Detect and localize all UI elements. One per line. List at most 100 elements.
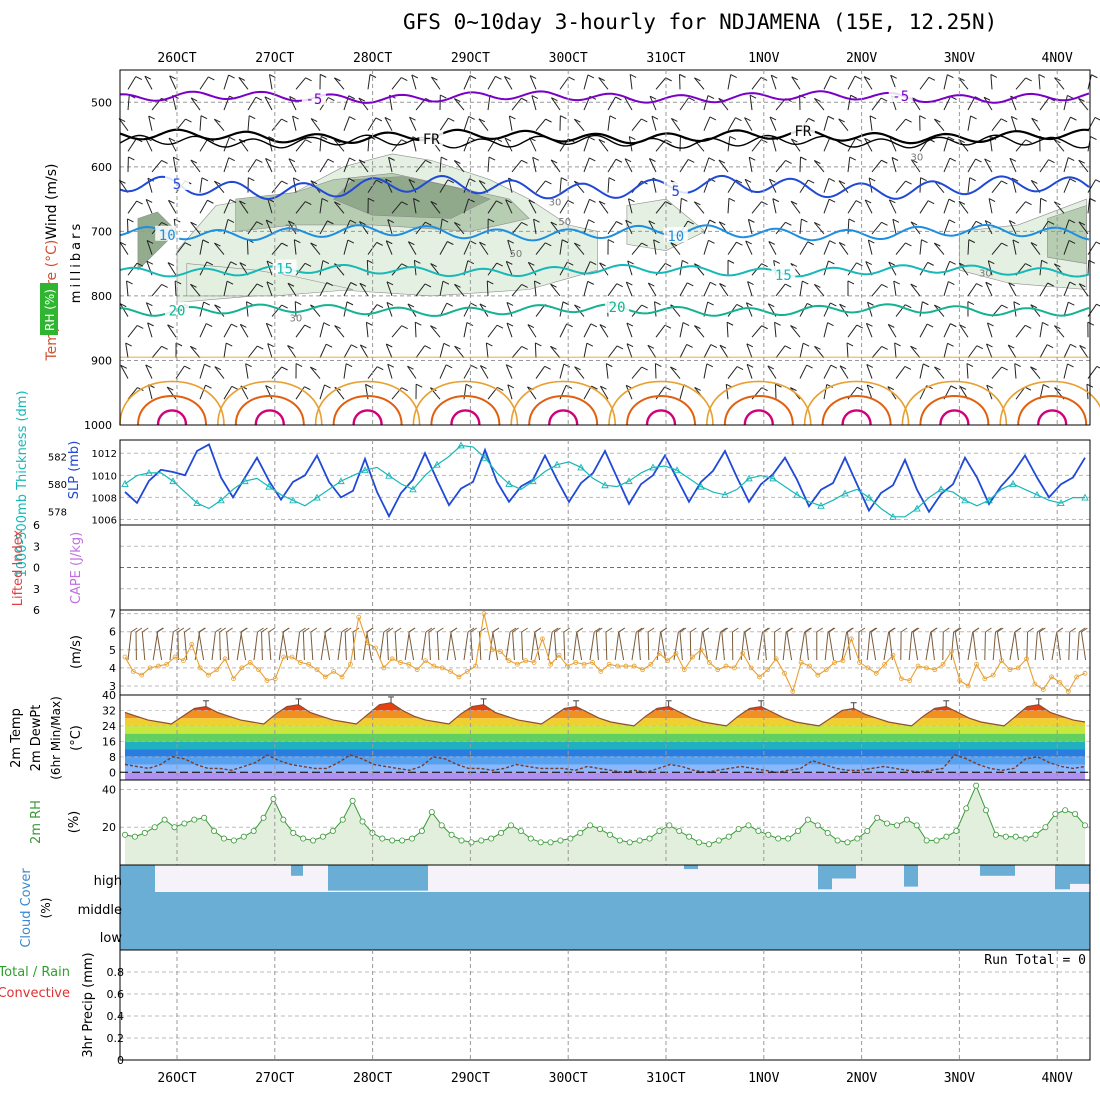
wind-barb <box>168 200 177 214</box>
wind-barb <box>1039 159 1049 173</box>
thickness-point <box>961 496 969 504</box>
wind-barb-10m <box>379 631 385 661</box>
wind-barb-10m <box>337 631 343 661</box>
wind-speed-point <box>1024 656 1029 662</box>
wind-barb-flag <box>161 345 168 350</box>
warm-contour <box>510 380 616 426</box>
wind-barb <box>703 282 711 297</box>
wind-barb-10m-flag <box>593 627 601 633</box>
wind-speed-point <box>706 660 712 665</box>
wind-barb-flag <box>386 343 393 348</box>
wind-speed-point <box>523 658 529 664</box>
wind-barb-flag <box>905 118 912 123</box>
wind-barb-flag <box>401 325 408 330</box>
wind-barb-10m <box>1051 631 1058 661</box>
wind-speed-point <box>598 669 604 674</box>
isotherm-label-bg <box>419 130 444 146</box>
wind-barb-flag <box>790 262 798 267</box>
wind-barb-flag <box>856 324 864 329</box>
wind-speed-point <box>389 656 395 662</box>
wind-barb-flag <box>1078 159 1085 164</box>
wind-barb-flag <box>591 385 598 390</box>
wind-barb-10m <box>782 631 787 661</box>
wind-barb <box>127 95 130 111</box>
wind-barb <box>310 304 321 317</box>
warm-contour <box>548 409 579 426</box>
wind-barb-flag <box>305 139 312 144</box>
wind-barb-10m <box>198 631 205 661</box>
wind-barb-flag <box>545 242 552 247</box>
wind-barb <box>333 77 345 90</box>
wind-barb <box>1013 301 1017 317</box>
wind-barb-flag <box>214 366 222 371</box>
wind-barb <box>199 199 208 214</box>
rh-point <box>359 818 366 825</box>
wind-barb-flag <box>454 283 461 288</box>
wind-barb-flag <box>1009 220 1016 224</box>
rh-point <box>893 822 900 829</box>
rh-point <box>389 837 396 844</box>
date-label-top: 4NOV <box>1042 51 1073 66</box>
wind-barb <box>295 77 306 90</box>
rh-point <box>171 824 178 831</box>
wind-speed-point <box>539 636 545 642</box>
wind-barb <box>919 323 928 338</box>
wind-barb-flag <box>990 73 998 78</box>
wind-barb <box>415 221 426 235</box>
wind-barb-flag <box>948 281 955 286</box>
wind-speed-point <box>832 660 837 665</box>
wind-barb-10m-flag <box>847 627 854 633</box>
wind-barb <box>703 95 709 111</box>
wind-barb-flag <box>168 199 175 204</box>
wind-barb <box>967 283 977 297</box>
wind-barb-flag <box>1069 281 1076 286</box>
wind-barb-10m <box>572 631 578 661</box>
temp-tick-label: 32 <box>102 704 116 717</box>
wind-barb-10m-flag <box>219 627 226 633</box>
wind-speed-point <box>915 663 921 669</box>
wind-barb <box>334 325 345 338</box>
wind-speed-point <box>456 674 462 680</box>
precip-tick-label: 0.4 <box>107 1010 125 1023</box>
wind-barb-flag <box>214 180 221 185</box>
wind-speed-point <box>481 611 487 617</box>
wind-barb <box>1087 179 1097 193</box>
wind-barb <box>223 199 231 214</box>
rh-point <box>765 831 772 838</box>
wind-barb-flag <box>534 280 541 285</box>
wind-barb-flag <box>598 138 606 143</box>
isotherm-label: 15 <box>276 262 293 278</box>
wind-barb-flag <box>687 282 694 287</box>
wind-barb-10m-flag <box>386 627 394 633</box>
cloud-level-label: low <box>100 931 123 946</box>
wind-barb <box>943 219 950 235</box>
wind-barb <box>463 302 472 317</box>
wind-barb <box>1030 366 1041 379</box>
wind-speed-point <box>1082 670 1088 676</box>
wind-barb <box>265 158 273 173</box>
wind-barb-flag <box>168 137 176 142</box>
wind-barb-flag <box>407 303 415 308</box>
wind-barb <box>126 218 129 234</box>
wind-barb-flag <box>649 158 656 162</box>
wind-barb-10m <box>1038 631 1045 661</box>
wind-speed-point <box>798 660 804 665</box>
wind-barb <box>145 302 153 317</box>
rh-area <box>125 785 1085 865</box>
thickness-point <box>169 477 177 485</box>
wind-barb <box>293 239 297 255</box>
wind-barb-10m-flag <box>828 627 836 633</box>
slp-axis-label: SLP (mb) <box>67 441 82 500</box>
wind-barb-flag <box>921 239 928 244</box>
rh-point <box>854 835 861 842</box>
wind-barb-flag <box>1007 344 1015 349</box>
wind-barb-flag <box>521 283 528 288</box>
wind-barb <box>631 118 642 131</box>
rh-tick-label: 40 <box>102 783 116 796</box>
wind-barb-10m-flag <box>299 627 306 633</box>
wind-barb-flag <box>828 178 836 182</box>
wind-speed-point <box>364 640 370 645</box>
rh-point <box>656 828 663 835</box>
date-label-bottom: 1NOV <box>748 1071 779 1086</box>
